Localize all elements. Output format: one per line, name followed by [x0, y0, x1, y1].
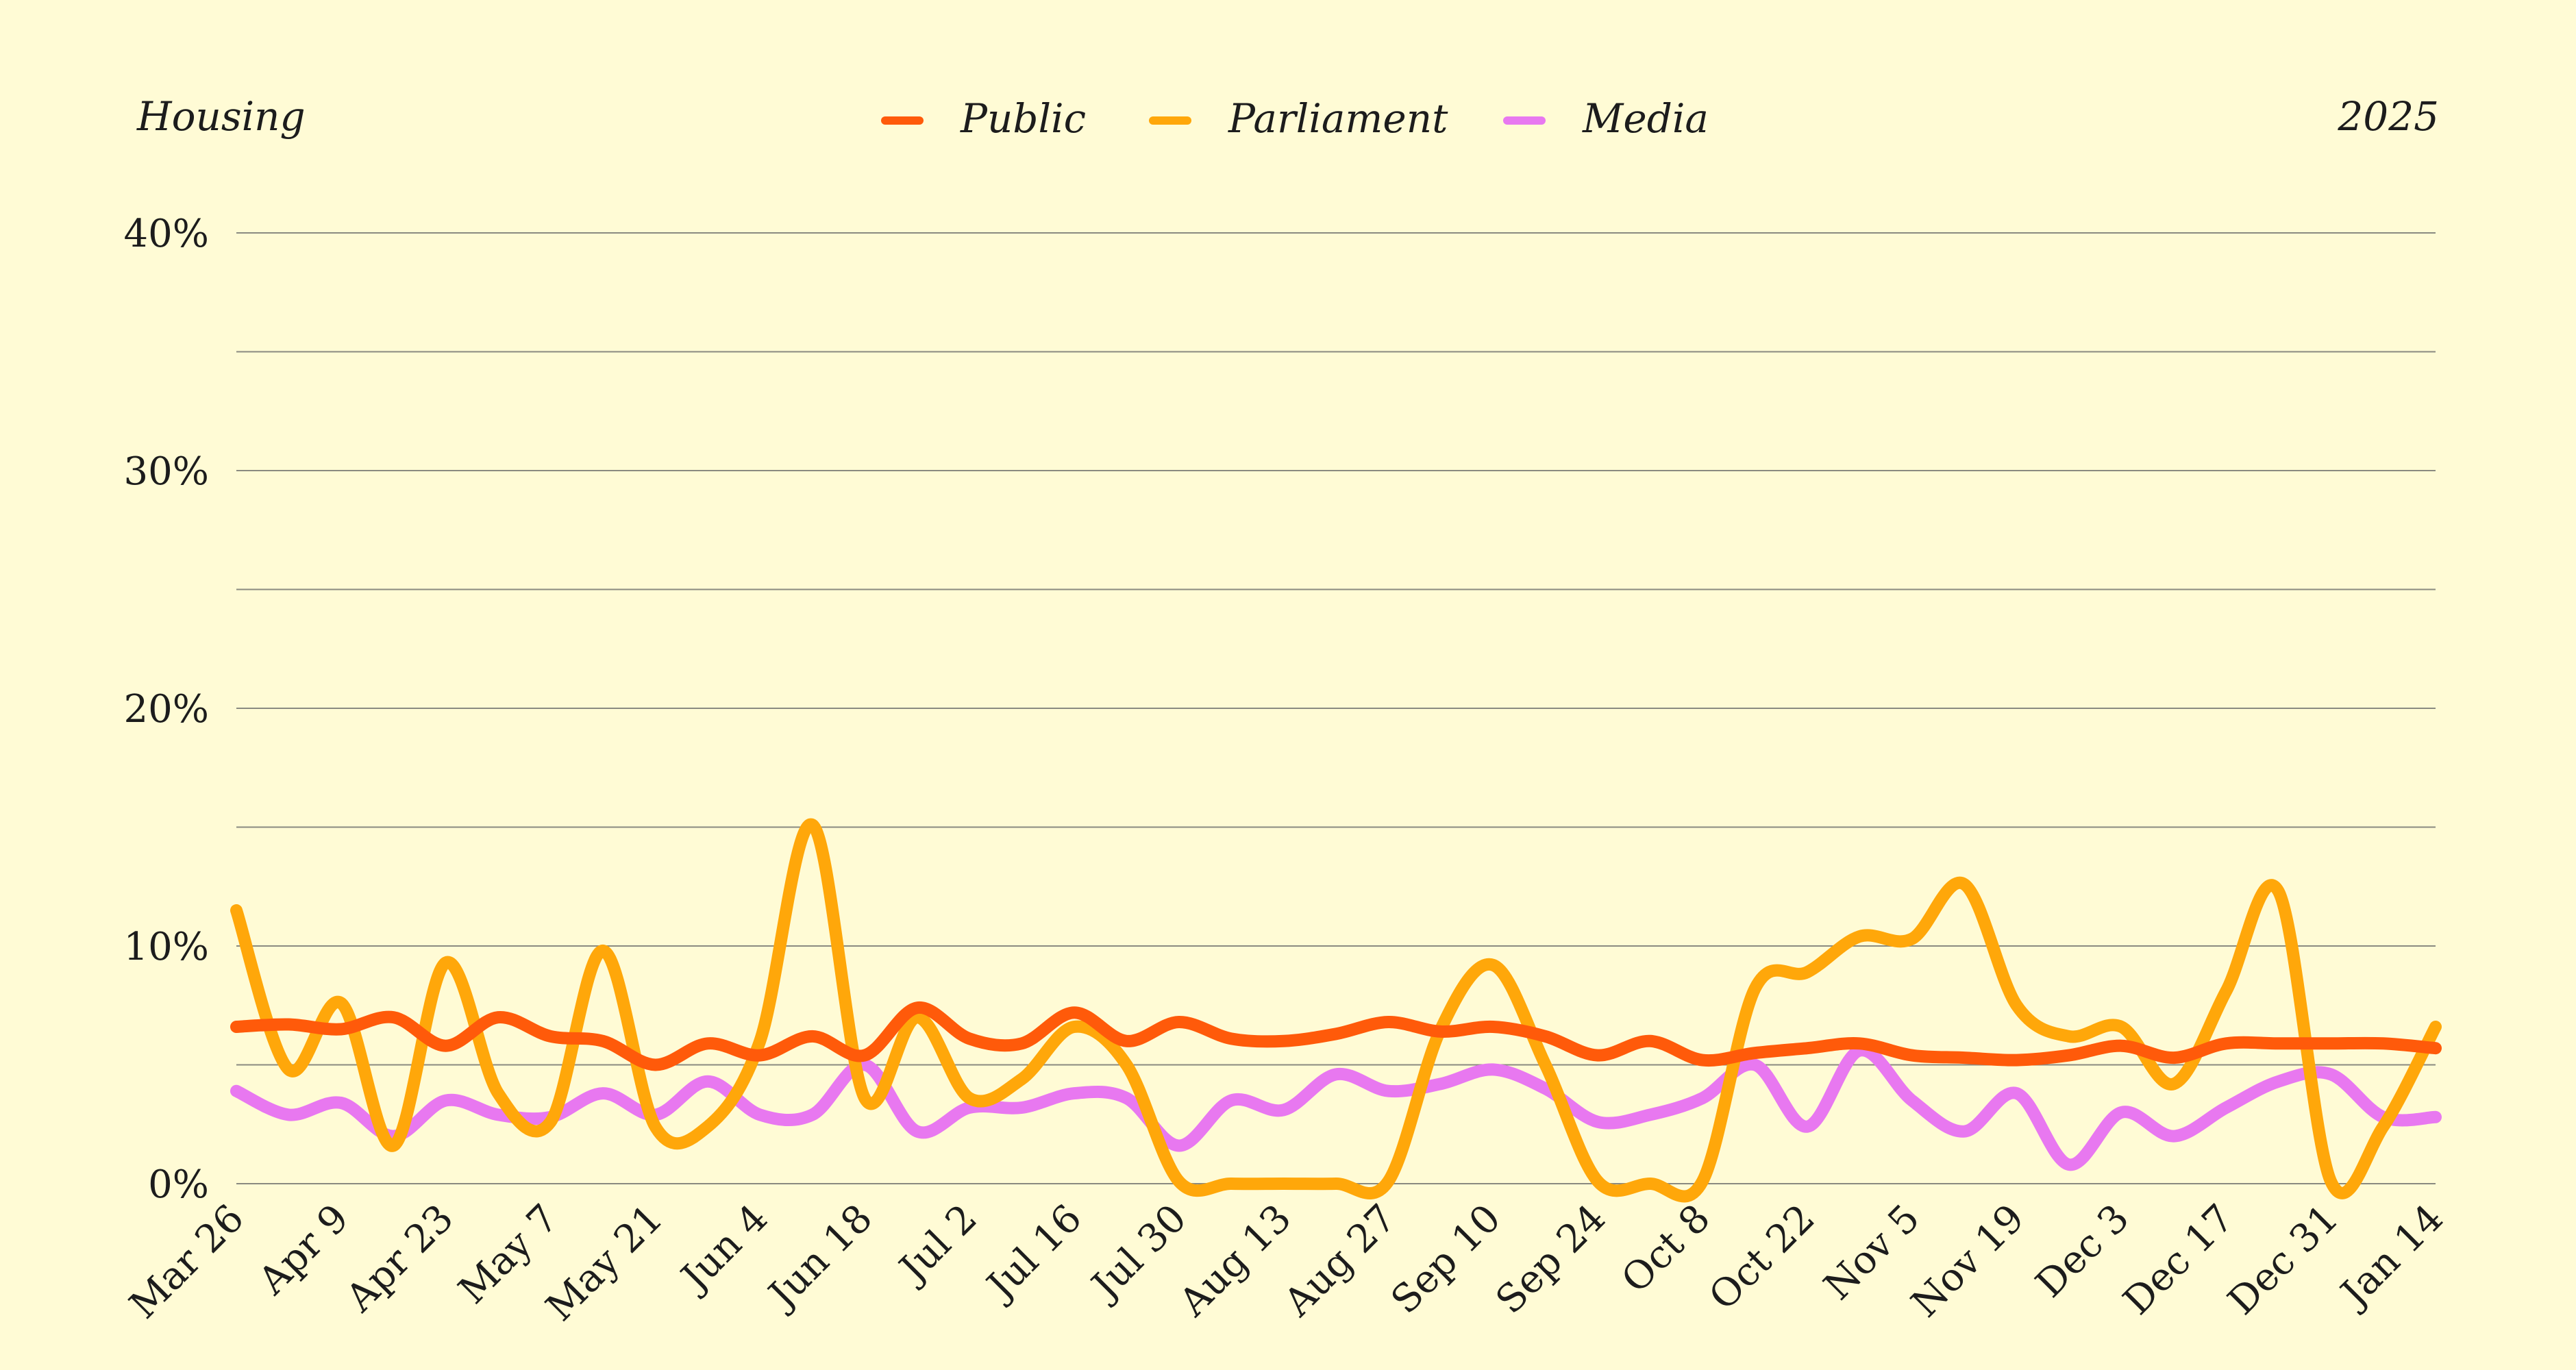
x-tick-label: Jun 18	[758, 1196, 881, 1319]
series-line-public	[230, 1001, 2442, 1071]
x-tick-label: Aug 27	[1275, 1196, 1404, 1325]
y-tick-label: 40%	[124, 212, 209, 256]
chart-topic: Housing	[136, 93, 306, 140]
chart-year: 2025	[2337, 93, 2439, 140]
x-tick-label: Dec 17	[2115, 1196, 2242, 1323]
x-tick-label: Jan 14	[2330, 1196, 2451, 1317]
x-tick-label: Jul 16	[976, 1196, 1091, 1310]
x-tick-label: Apr 23	[337, 1196, 462, 1321]
legend-label: Parliament	[1228, 95, 1448, 142]
x-tick-label: Jul 2	[889, 1196, 986, 1293]
y-tick-label: 0%	[148, 1162, 209, 1207]
x-tick-label: Sep 10	[1383, 1196, 1509, 1323]
legend-label: Public	[960, 95, 1086, 142]
legend-item-media: Media	[1503, 95, 1709, 142]
legend-item-parliament: Parliament	[1149, 95, 1448, 142]
x-tick-label: May 21	[538, 1196, 671, 1330]
x-tick-label: Dec 31	[2220, 1196, 2347, 1323]
series-lines	[230, 818, 2442, 1203]
series-line-media	[230, 1044, 2442, 1171]
chart-header: Housing 2025	[136, 93, 2439, 140]
x-tick-label: Mar 26	[121, 1196, 253, 1328]
legend-label: Media	[1582, 95, 1709, 142]
y-tick-label: 10%	[124, 925, 209, 969]
legend: Public Parliament Media	[881, 95, 1709, 142]
series-line-parliament	[230, 818, 2442, 1203]
y-tick-label: 30%	[124, 449, 209, 494]
x-tick-label: Sep 24	[1487, 1196, 1614, 1323]
y-tick-label: 20%	[124, 687, 209, 732]
x-tick-label: Oct 22	[1700, 1196, 1823, 1319]
legend-item-public: Public	[881, 95, 1086, 142]
x-tick-label: Nov 19	[1903, 1196, 2033, 1326]
x-tick-label: Aug 13	[1170, 1196, 1300, 1325]
y-axis: 0% 10% 20% 30% 40%	[124, 212, 209, 1207]
